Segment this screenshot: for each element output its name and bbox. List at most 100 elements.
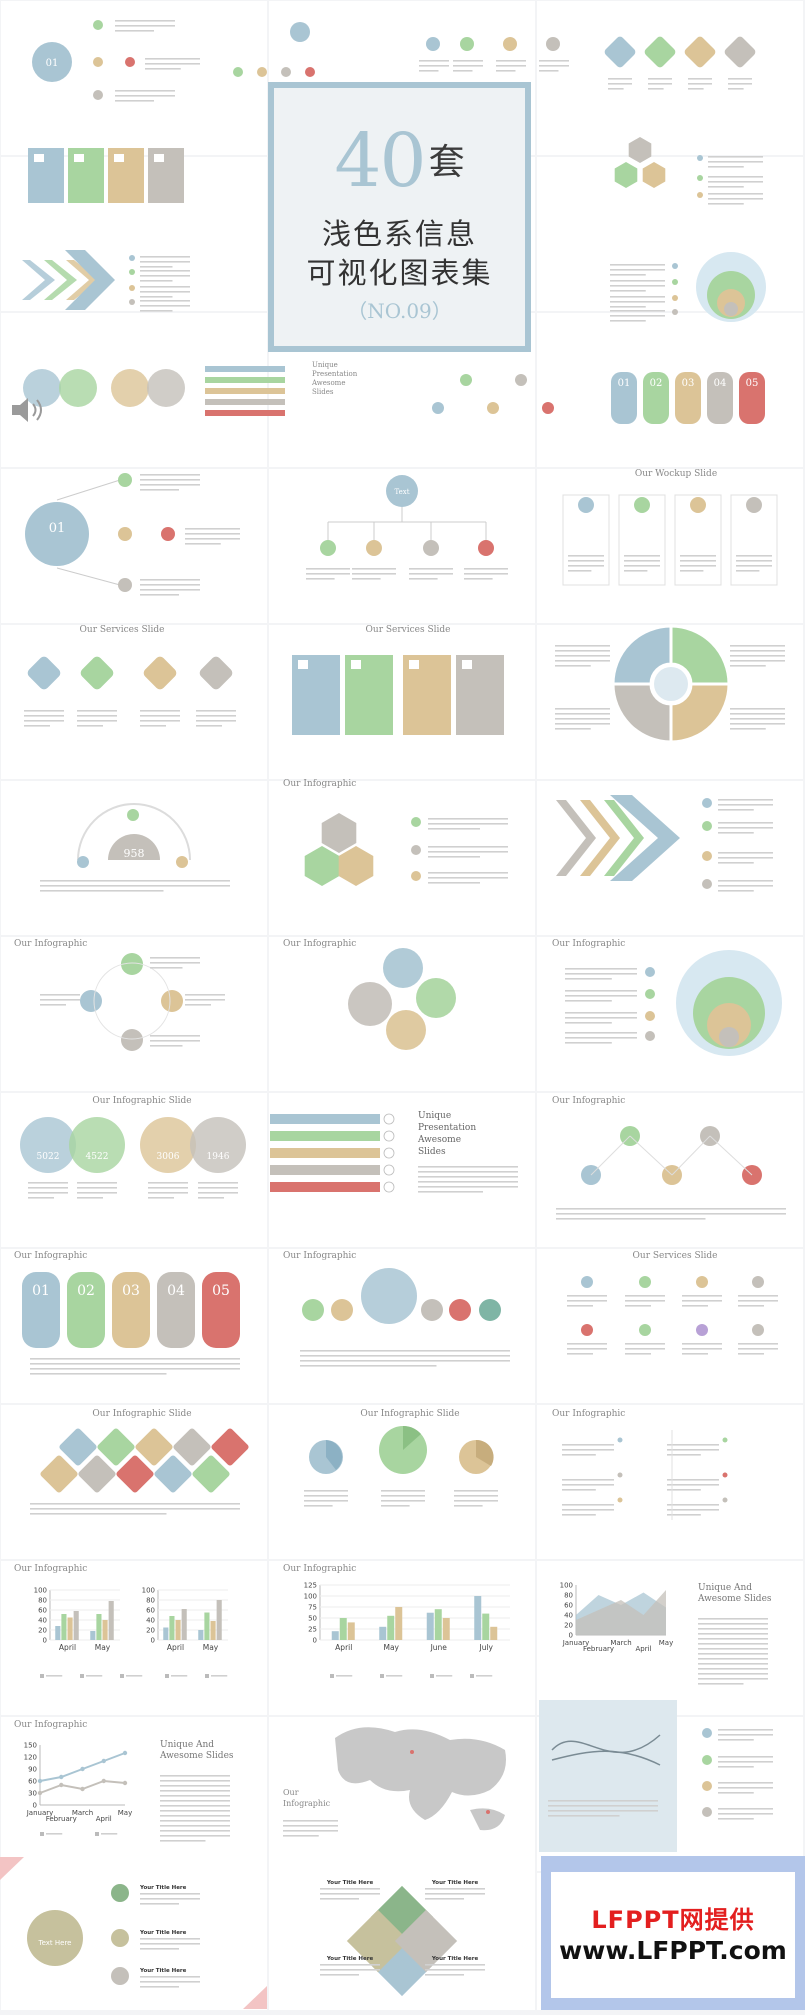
- item-circle: [479, 1299, 501, 1321]
- filler-text-line: [562, 1444, 614, 1446]
- bullet-dot: [617, 1437, 623, 1443]
- banner-strip: [205, 410, 285, 416]
- y-tick-label: 40: [38, 1617, 47, 1625]
- filler-text-line: [140, 1893, 200, 1895]
- filler-text-line: [140, 589, 200, 591]
- filler-text-line: [565, 990, 637, 992]
- slide-title: Our Services Slide: [366, 625, 451, 635]
- filler-text-line: [718, 804, 773, 806]
- filler-text-line: [140, 715, 180, 717]
- chevron: [66, 260, 99, 300]
- filler-text-line: [682, 1343, 722, 1345]
- filler-text-line: [428, 846, 508, 848]
- filler-text-line: [565, 1042, 612, 1044]
- filler-text-line: [40, 880, 230, 882]
- filler-text-line: [40, 1004, 66, 1006]
- filler-text-line: [667, 1479, 719, 1481]
- filler-text-line: [718, 1813, 773, 1815]
- filler-text-line: [425, 1898, 464, 1900]
- banner-icon: [383, 1164, 395, 1176]
- filler-text-line: [148, 1182, 188, 1184]
- filler-text-line: [736, 560, 772, 562]
- x-tick-label: March: [72, 1809, 93, 1817]
- filler-text-line: [418, 1176, 518, 1178]
- item-circle: [421, 1299, 443, 1321]
- tree-node: [503, 37, 517, 51]
- filler-text-line: [171, 1675, 188, 1677]
- cover-number-line: 40 套: [274, 124, 525, 198]
- filler-text-line: [730, 645, 785, 647]
- filler-text-line: [198, 1182, 238, 1184]
- filler-text-line: [140, 266, 173, 268]
- filler-text-line: [409, 578, 438, 580]
- concentric-inner: [707, 1003, 751, 1047]
- filler-text-line: [425, 1893, 485, 1895]
- your-title-label: Your Title Here: [326, 1956, 374, 1962]
- filler-text-line: [115, 30, 154, 32]
- filler-text-line: [464, 578, 493, 580]
- filler-text-line: [698, 1678, 768, 1680]
- filler-text-line: [667, 1444, 719, 1446]
- chart3-bar: [434, 1609, 442, 1640]
- filler-text-line: [718, 822, 773, 824]
- filler-text-line: [352, 578, 381, 580]
- diamond-tile: [211, 1428, 249, 1466]
- filler-text-line: [160, 1795, 230, 1797]
- filler-text-line: [708, 186, 744, 188]
- value-circle: [147, 369, 185, 407]
- filler-text-line: [24, 720, 64, 722]
- cover-number: 40: [334, 118, 426, 204]
- diamond-icon: [684, 36, 716, 68]
- donut-quadrant: [611, 624, 673, 686]
- filler-text-line: [185, 538, 240, 540]
- speaker-icon[interactable]: [10, 395, 46, 425]
- filler-text-line: [555, 723, 610, 725]
- filler-text-line: [667, 1489, 701, 1491]
- filler-text-line: [381, 1495, 425, 1497]
- gauge-node: [77, 856, 89, 868]
- filler-text-line: [610, 320, 646, 322]
- bullet-dot: [702, 1755, 712, 1765]
- unique-text: Awesome Slides: [159, 1751, 234, 1761]
- filler-text-line: [140, 310, 173, 312]
- filler-text-line: [567, 1343, 607, 1345]
- y-tick-label: 60: [38, 1607, 47, 1615]
- service-icon: [409, 660, 419, 669]
- gauge-value: 958: [124, 847, 145, 860]
- filler-text-line: [738, 1300, 778, 1302]
- concentric-core: [719, 1027, 739, 1047]
- service-icon: [114, 154, 124, 162]
- y-tick-label: 25: [308, 1626, 317, 1634]
- banner-strip: [205, 366, 285, 372]
- service-dot: [696, 1324, 708, 1336]
- filler-text-line: [196, 720, 236, 722]
- unique-text: Slides: [312, 388, 334, 396]
- tree-node: [257, 67, 267, 77]
- chart3-bar: [490, 1626, 498, 1640]
- filler-text-line: [185, 1004, 211, 1006]
- filler-text-line: [140, 1948, 179, 1950]
- filler-text-line: [145, 68, 181, 70]
- filler-text-line: [140, 296, 173, 298]
- filler-text-line: [24, 725, 50, 727]
- mockup-icon: [634, 497, 650, 513]
- filler-text-line: [140, 286, 190, 288]
- filler-text-line: [610, 269, 665, 271]
- service-dot: [581, 1324, 593, 1336]
- chart2-bar: [175, 1620, 181, 1640]
- y-tick-label: 0: [569, 1632, 573, 1640]
- filler-text-line: [454, 1505, 483, 1507]
- unique-text: Awesome: [417, 1135, 461, 1145]
- filler-text-line: [708, 166, 744, 168]
- filler-text-line: [306, 578, 335, 580]
- node-dot: [93, 57, 103, 67]
- x-tick-label: May: [203, 1643, 219, 1652]
- filler-text-line: [608, 83, 632, 85]
- bullet-dot: [672, 295, 678, 301]
- bullet-dot: [722, 1497, 728, 1503]
- chart3-bar: [426, 1612, 434, 1640]
- filler-text-line: [562, 1514, 596, 1516]
- number-tab: [739, 372, 765, 424]
- number-tab-label: 01: [32, 1283, 50, 1299]
- number-tab-label: 03: [682, 378, 695, 389]
